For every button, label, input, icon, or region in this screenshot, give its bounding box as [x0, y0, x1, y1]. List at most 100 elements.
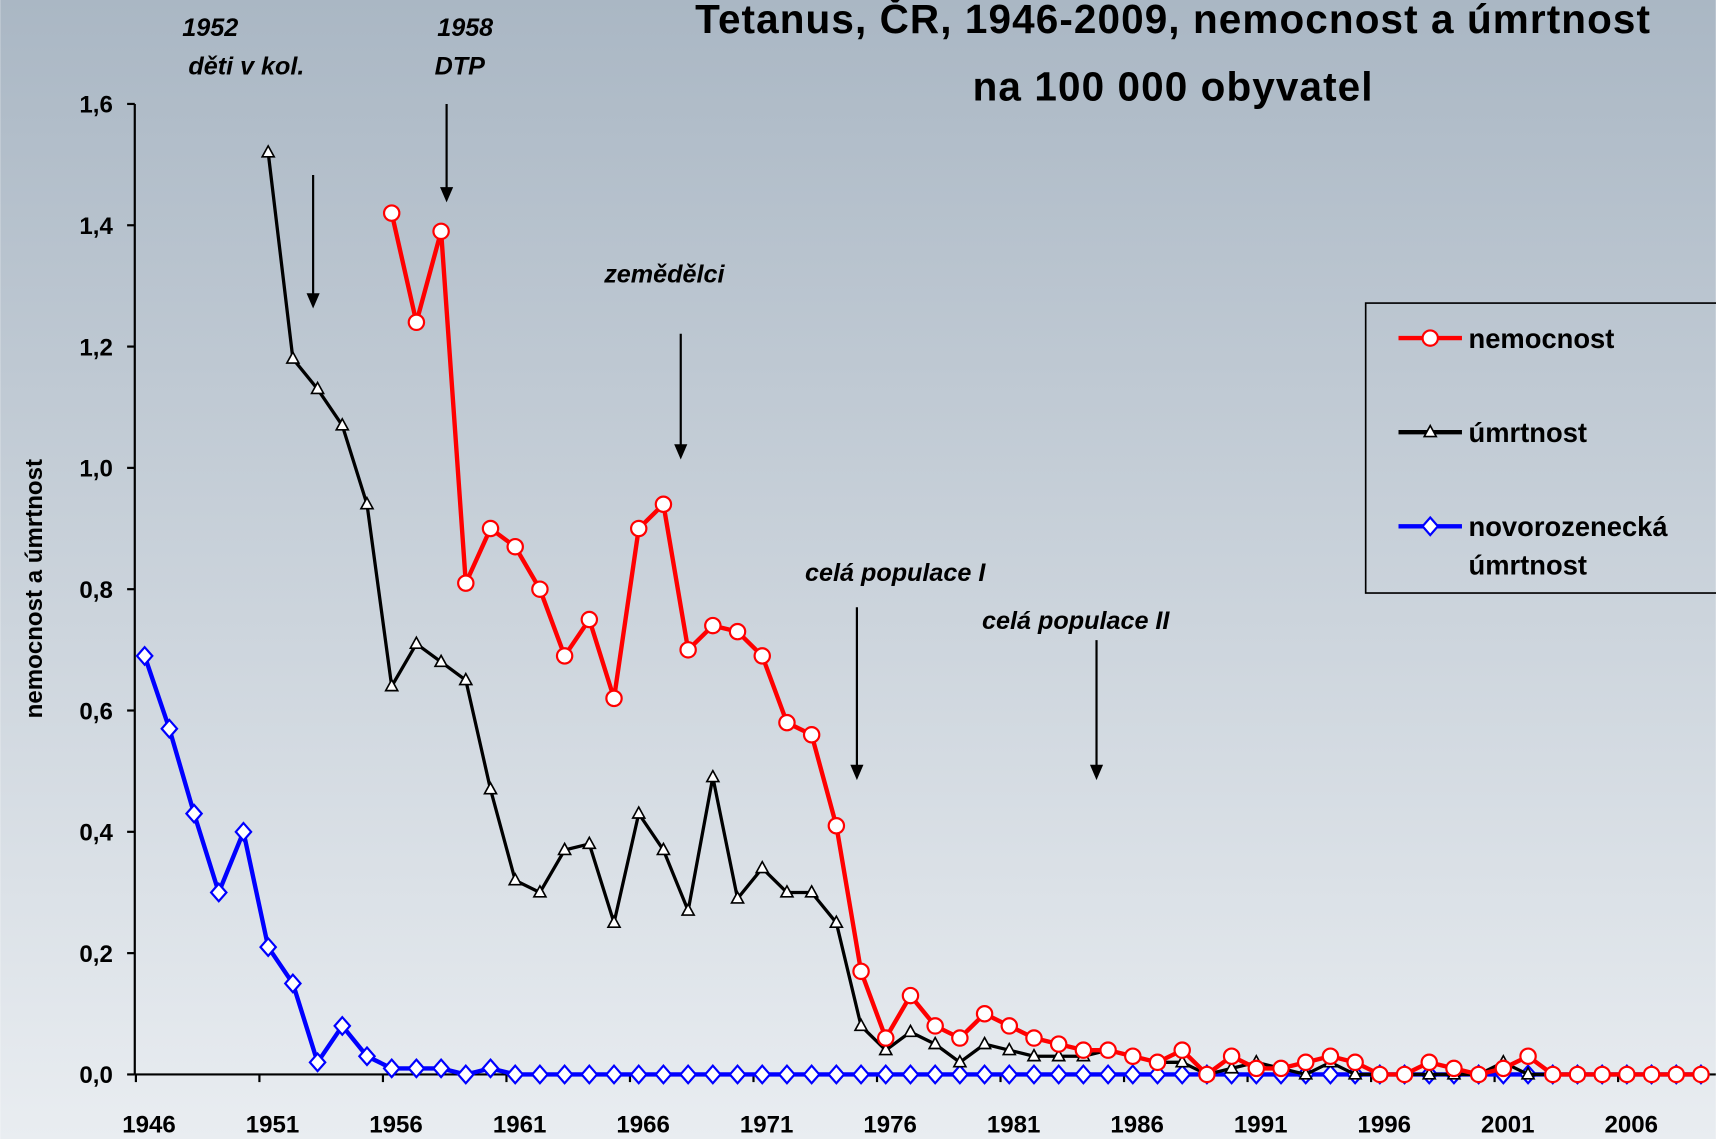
data-point [431, 1057, 451, 1079]
data-point [481, 519, 500, 538]
data-point [1272, 1059, 1290, 1078]
data-point [184, 803, 204, 825]
data-point [777, 1064, 797, 1085]
data-point [457, 574, 475, 592]
data-point [283, 973, 302, 994]
data-point [1049, 1064, 1068, 1085]
data-point [135, 645, 154, 667]
data-point [1224, 1060, 1240, 1074]
data-point [407, 1057, 426, 1079]
data-point [827, 1064, 846, 1085]
y-tick-label: 1,0 [79, 456, 112, 483]
data-point [1420, 1053, 1438, 1072]
x-tick-label: 1971 [740, 1111, 794, 1138]
data-point [359, 496, 375, 510]
data-point [481, 1057, 500, 1079]
data-point [952, 1054, 968, 1068]
data-point [1051, 1047, 1067, 1062]
y-tick-label: 1,6 [79, 92, 112, 119]
y-tick-label: 1,2 [79, 334, 112, 361]
data-point [604, 1064, 624, 1085]
data-point [1395, 1065, 1414, 1084]
data-point [1074, 1064, 1093, 1085]
data-point [1247, 1059, 1266, 1078]
data-point [656, 841, 671, 856]
y-tick-label: 0,4 [79, 820, 113, 847]
data-point [1445, 1059, 1463, 1078]
data-point [975, 1064, 994, 1085]
data-point [1296, 1053, 1315, 1072]
data-point [483, 781, 498, 795]
data-point [1347, 1066, 1363, 1080]
arrow-head [306, 293, 320, 309]
data-point [903, 1023, 918, 1038]
data-point [1098, 1064, 1118, 1085]
data-point [1593, 1065, 1611, 1084]
data-point [779, 884, 795, 898]
data-point [1148, 1053, 1167, 1072]
data-point [382, 1057, 401, 1079]
data-point [951, 1029, 969, 1047]
data-point [407, 313, 426, 332]
data-point [259, 936, 278, 958]
legend-label: nemocnost [1469, 323, 1615, 354]
x-tick-label: 1961 [493, 1111, 547, 1138]
data-point [285, 350, 301, 364]
data-point [950, 1064, 969, 1085]
x-tick-label: 1946 [122, 1111, 176, 1138]
data-point [1346, 1053, 1364, 1072]
data-point [581, 835, 597, 850]
data-point [580, 610, 599, 629]
data-point [1618, 1065, 1636, 1084]
data-point [1469, 1065, 1488, 1084]
data-point [1000, 1017, 1019, 1035]
data-point [901, 986, 920, 1005]
data-point [901, 1064, 920, 1085]
y-tick-label: 0,2 [79, 941, 112, 968]
annotation: celá populace II [982, 607, 1170, 635]
x-tick-label: 1981 [987, 1111, 1041, 1138]
data-point [334, 417, 350, 431]
data-point [827, 817, 846, 835]
annotation: celá populace I [805, 559, 986, 587]
data-point [1173, 1064, 1192, 1085]
data-point [680, 902, 696, 916]
data-point [530, 1064, 550, 1085]
data-point [1025, 1029, 1043, 1047]
data-point [507, 872, 523, 886]
data-point [1519, 1047, 1537, 1066]
data-point [679, 1064, 698, 1085]
data-point [802, 726, 821, 744]
data-point [382, 204, 401, 222]
data-point [878, 1041, 894, 1056]
legend-label: novorozenecká úmrtnost [1469, 511, 1676, 580]
data-point [1421, 1066, 1437, 1080]
x-tick-label: 2001 [1481, 1111, 1535, 1138]
x-tick-label: 1951 [246, 1111, 300, 1138]
data-point [458, 671, 474, 686]
data-point [605, 689, 623, 708]
data-point [1544, 1065, 1562, 1084]
data-point [1074, 1041, 1093, 1059]
data-point [160, 718, 179, 740]
x-tick-label: 1966 [616, 1111, 670, 1138]
data-point [1421, 515, 1440, 537]
data-point [654, 495, 673, 514]
data-point [679, 641, 697, 659]
data-point [629, 1064, 648, 1085]
data-point [705, 768, 721, 783]
x-tick-label: 1976 [863, 1111, 917, 1138]
y-axis-label: nemocnost a úmrtnost [21, 459, 48, 718]
data-point [506, 1064, 525, 1085]
data-point [754, 859, 770, 874]
data-point [1198, 1065, 1216, 1084]
data-point [1124, 1047, 1142, 1066]
data-point [654, 1064, 673, 1085]
annotation: zemědělci [603, 260, 725, 288]
annotation: DTP [435, 52, 486, 80]
data-point [1692, 1065, 1710, 1084]
data-point [852, 962, 870, 981]
arrow-head [674, 444, 688, 460]
data-point [532, 884, 548, 898]
